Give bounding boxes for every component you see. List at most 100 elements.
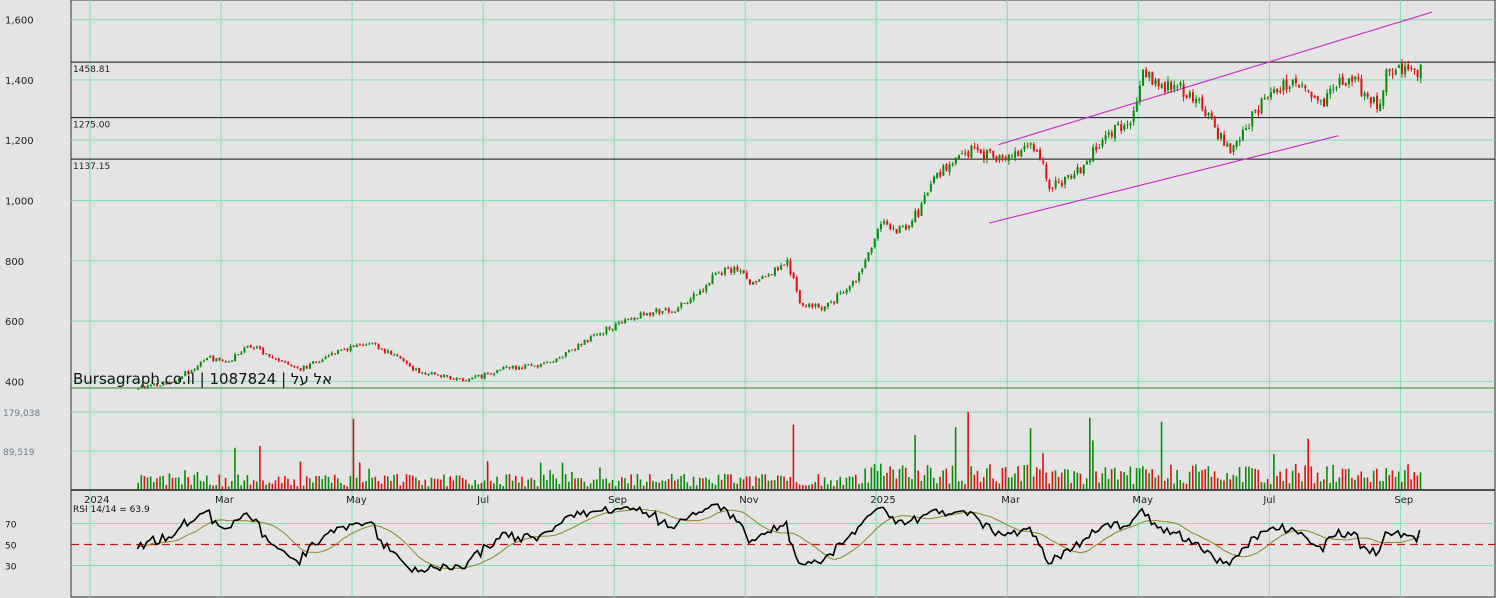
candle-body <box>839 292 842 294</box>
candle-body <box>652 312 655 316</box>
volume-bar <box>1313 483 1316 490</box>
volume-bar <box>1404 470 1406 490</box>
volume-bar <box>995 481 997 490</box>
volume-bar <box>1029 428 1032 490</box>
candle-body <box>1369 97 1372 104</box>
candle-body <box>1060 182 1063 186</box>
volume-bar <box>546 479 548 490</box>
candle-body <box>212 355 215 362</box>
candle-body <box>1273 89 1276 93</box>
volume-bar <box>817 474 820 490</box>
candle-body <box>1266 96 1269 98</box>
candle-body <box>146 385 149 389</box>
volume-bar <box>839 476 841 490</box>
volume-bar <box>1266 478 1269 490</box>
volume-bar <box>549 470 551 490</box>
candle-body <box>1188 92 1191 98</box>
volume-bar <box>911 479 913 490</box>
candle-body <box>982 151 985 160</box>
x-tick-label: Jul <box>1262 495 1275 506</box>
candle-body <box>1382 90 1385 106</box>
candle-body <box>564 352 567 357</box>
volume-bar <box>156 478 158 490</box>
candle-body <box>917 209 920 217</box>
volume-bar <box>427 486 430 490</box>
candle-body <box>202 360 205 362</box>
volume-bar <box>324 475 327 490</box>
volume-bar <box>1132 484 1135 490</box>
candle-body <box>290 364 293 367</box>
volume-bar <box>892 469 895 490</box>
candle-body <box>608 327 611 330</box>
candle-body <box>312 361 315 364</box>
x-tick-label: May <box>1132 495 1153 506</box>
volume-bar <box>168 473 171 490</box>
candle-body <box>421 372 424 374</box>
volume-bar <box>543 474 545 490</box>
candle-body <box>1376 95 1379 110</box>
volume-bar <box>1198 471 1200 490</box>
volume-bar <box>1360 471 1363 490</box>
candle-body <box>805 305 808 307</box>
volume-bar <box>777 475 779 490</box>
volume-bar <box>795 482 798 490</box>
candle-body <box>836 293 839 304</box>
volume-bar <box>474 480 476 490</box>
candle-body <box>1017 151 1020 157</box>
volume-bar <box>337 478 339 490</box>
y-tick-label: 1,400 <box>5 76 34 87</box>
candle-body <box>168 382 171 385</box>
volume-bar <box>455 475 458 490</box>
volume-bar <box>592 479 595 490</box>
candle-body <box>543 363 545 365</box>
volume-bar <box>1148 473 1150 490</box>
candle-body <box>848 286 851 290</box>
volume-bar <box>1263 482 1266 490</box>
candle-body <box>642 313 645 315</box>
candle-body <box>855 281 857 283</box>
volume-bar <box>914 435 916 490</box>
candle-body <box>798 290 801 303</box>
candle-body <box>745 272 748 279</box>
volume-bar <box>527 479 529 490</box>
volume-bar <box>137 482 139 490</box>
candle-body <box>851 281 854 286</box>
candle-body <box>399 356 402 359</box>
volume-bar <box>929 467 932 490</box>
volume-bar <box>1407 464 1409 490</box>
candle-body <box>577 344 580 350</box>
candle-body <box>1042 160 1045 164</box>
candle-body <box>521 367 524 370</box>
volume-bar <box>1285 468 1288 490</box>
volume-bar <box>458 475 461 490</box>
volume-bar <box>1357 475 1359 490</box>
volume-bar <box>1167 478 1169 490</box>
volume-bar <box>1245 466 1247 490</box>
volume-bar <box>1220 479 1222 490</box>
candle-body <box>567 350 570 353</box>
channel-line <box>989 135 1339 224</box>
candle-body <box>845 289 848 294</box>
candle-body <box>929 183 932 192</box>
candle-body <box>468 378 471 382</box>
candle-body <box>499 369 502 371</box>
volume-bar <box>1223 480 1225 490</box>
volume-bar <box>1188 471 1191 490</box>
volume-bar <box>1260 482 1263 490</box>
candle-body <box>489 373 492 375</box>
candle-body <box>689 298 692 304</box>
volume-bar <box>277 476 280 490</box>
volume-bar <box>483 480 486 490</box>
volume-bar <box>908 477 910 490</box>
volume-bar <box>736 483 739 490</box>
candle-body <box>633 317 636 320</box>
volume-bar <box>1347 468 1350 490</box>
candle-body <box>639 312 642 319</box>
volume-bar <box>617 480 620 490</box>
volume-bar <box>1191 465 1194 490</box>
candle-body <box>683 303 686 305</box>
candle-body <box>1023 146 1026 150</box>
candle-body <box>1269 92 1272 98</box>
volume-bar <box>855 474 857 490</box>
volume-bar <box>1332 464 1334 490</box>
